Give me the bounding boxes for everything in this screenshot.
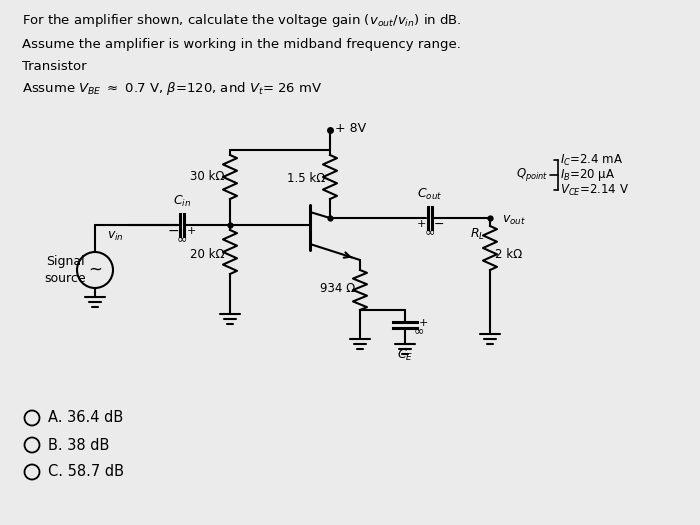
Text: $R_L$: $R_L$: [470, 226, 485, 242]
Text: $I_B$=20 μA: $I_B$=20 μA: [560, 167, 615, 183]
Text: ∞: ∞: [177, 233, 187, 246]
Text: $C_{in}$: $C_{in}$: [173, 194, 191, 209]
Text: +: +: [419, 318, 428, 328]
Text: Assume the amplifier is working in the midband frequency range.: Assume the amplifier is working in the m…: [22, 38, 461, 51]
Text: 1.5 kΩ: 1.5 kΩ: [286, 172, 325, 184]
Text: $I_C$=2.4 mA: $I_C$=2.4 mA: [560, 152, 623, 167]
Text: 2 kΩ: 2 kΩ: [495, 247, 522, 260]
Text: $C_{out}$: $C_{out}$: [417, 187, 442, 202]
Text: $v_{in}$: $v_{in}$: [107, 230, 124, 243]
Text: + 8V: + 8V: [335, 121, 366, 134]
Text: +: +: [186, 226, 196, 236]
Text: C. 58.7 dB: C. 58.7 dB: [48, 465, 124, 479]
Text: Assume $V_{BE}$ $\approx$ 0.7 V, $\beta$=120, and $V_t$= 26 mV: Assume $V_{BE}$ $\approx$ 0.7 V, $\beta$…: [22, 80, 322, 97]
Text: $C_E$: $C_E$: [397, 348, 413, 363]
Text: −: −: [167, 224, 178, 238]
Text: 20 kΩ: 20 kΩ: [190, 248, 225, 261]
Text: Signal: Signal: [46, 256, 84, 268]
Text: ~: ~: [88, 261, 102, 279]
Text: 934 Ω: 934 Ω: [320, 281, 355, 295]
Text: ∞: ∞: [414, 324, 424, 338]
Text: B. 38 dB: B. 38 dB: [48, 437, 109, 453]
Text: +: +: [416, 219, 426, 229]
Text: A. 36.4 dB: A. 36.4 dB: [48, 411, 123, 425]
Text: 30 kΩ: 30 kΩ: [190, 171, 225, 184]
Text: −: −: [434, 217, 444, 230]
Text: $v_{out}$: $v_{out}$: [502, 214, 526, 227]
Text: source: source: [44, 271, 86, 285]
Text: $V_{CE}$=2.14 V: $V_{CE}$=2.14 V: [560, 183, 629, 197]
Text: $Q_{point}$: $Q_{point}$: [515, 166, 548, 184]
Text: ∞: ∞: [425, 226, 435, 238]
Text: For the amplifier shown, calculate the voltage gain ($v_{out}/v_{in}$) in dB.: For the amplifier shown, calculate the v…: [22, 12, 461, 29]
Text: Transistor: Transistor: [22, 60, 87, 73]
